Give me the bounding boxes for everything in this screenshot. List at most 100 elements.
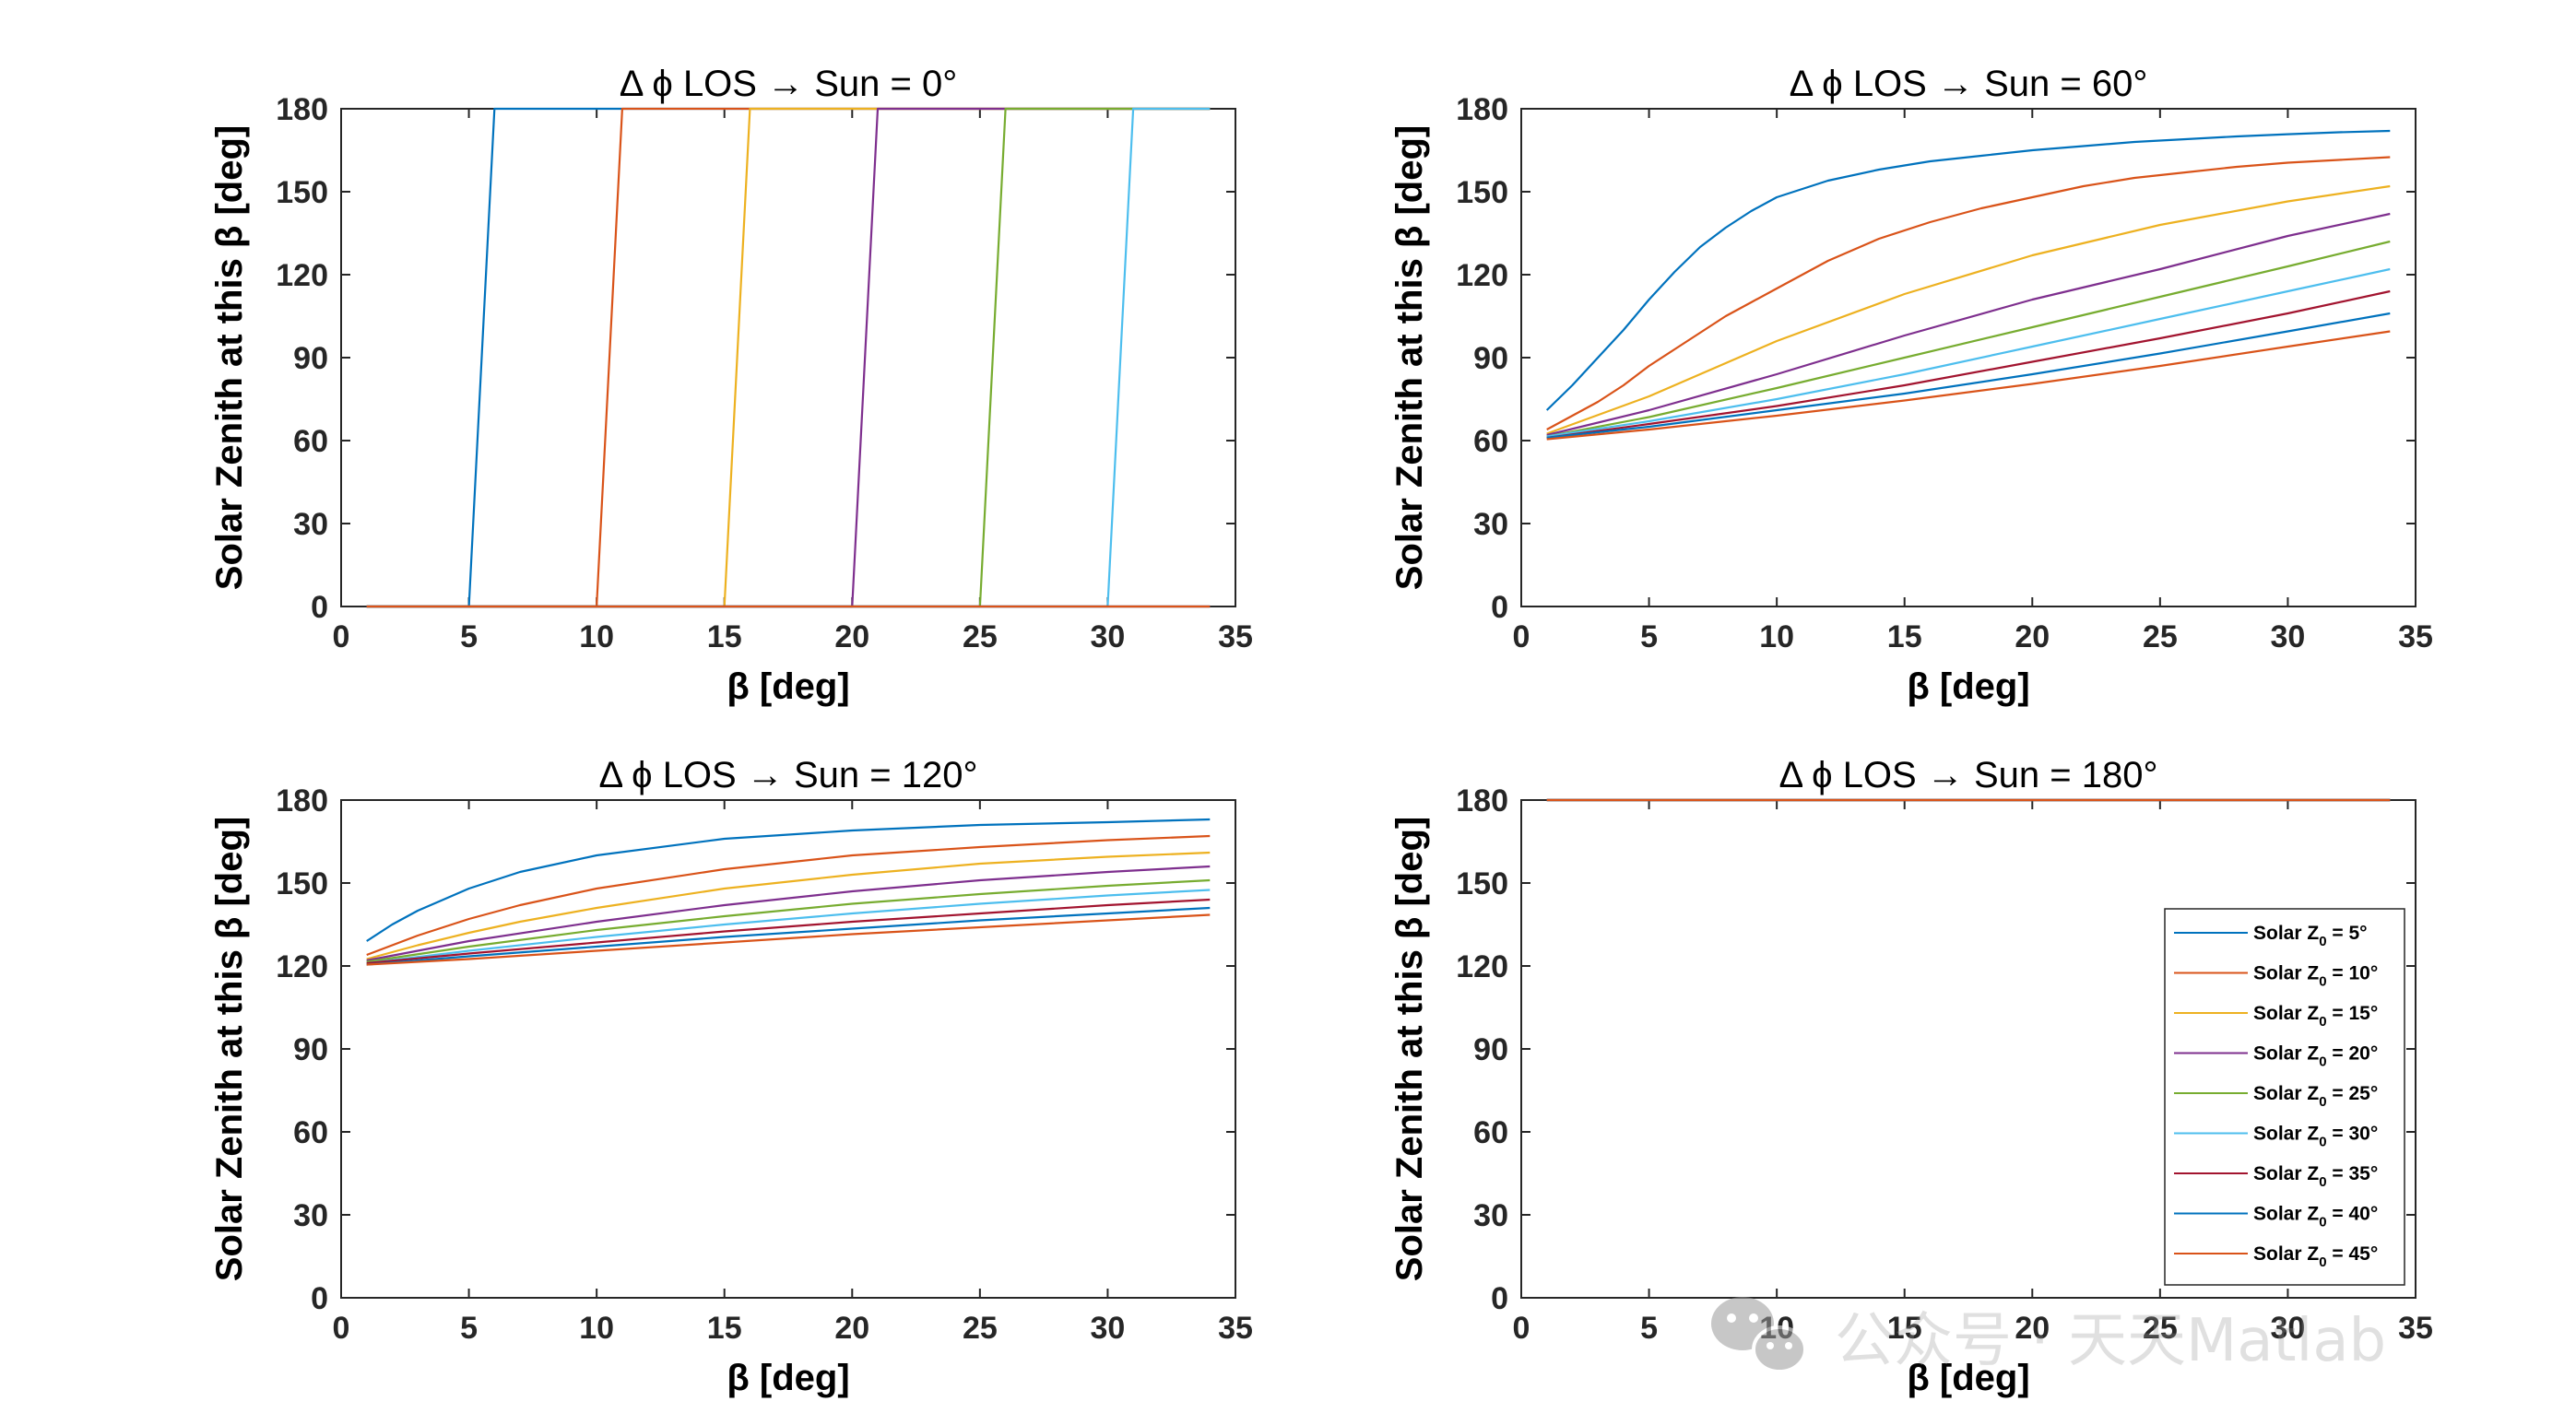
x-tick-label: 5 — [1640, 619, 1658, 654]
series-line-z0-40 — [1546, 312, 2391, 440]
series-line-z0-20 — [366, 865, 1211, 962]
subplot-1: 0 5 10 15 20 25 30 35 0 30 60 90 120 150 180 Δ ϕ LOS → … — [209, 64, 1253, 707]
y-tick-label: 90 — [293, 341, 328, 376]
legend-label: Solar Z0 = 10° — [2253, 963, 2378, 990]
x-axis-label: β [deg] — [727, 1358, 849, 1398]
x-axis-label: β [deg] — [1907, 666, 2029, 707]
x-tick-label: 30 — [2271, 1311, 2306, 1346]
x-tick-label: 30 — [1091, 619, 1126, 654]
y-tick-label: 60 — [1473, 424, 1508, 459]
subplot-title: Δ ϕ LOS → Sun = 0° — [620, 64, 957, 104]
x-tick-label: 15 — [1887, 1311, 1922, 1346]
watermark-text: 公众号 · 天天Matlab — [1835, 1307, 2386, 1375]
y-axis-label: Solar Zenith at this β [deg] — [209, 125, 250, 590]
y-tick-label: 150 — [276, 175, 328, 210]
x-tick-label: 10 — [579, 1311, 614, 1346]
legend-label: Solar Z0 = 15° — [2253, 1003, 2378, 1030]
y-tick-label: 30 — [293, 507, 328, 542]
x-tick-label: 20 — [834, 1311, 869, 1346]
y-tick-label: 0 — [311, 590, 328, 625]
y-axis-label: Solar Zenith at this β [deg] — [209, 817, 250, 1281]
plot-area — [340, 799, 1236, 1299]
legend: Solar Z0 = 5° Solar Z0 = 10° Solar Z0 = 15… — [2164, 908, 2405, 1286]
subplot-title: Δ ϕ LOS → Sun = 60° — [1790, 64, 2148, 104]
x-tick-label: 20 — [2015, 619, 2050, 654]
y-tick-label: 120 — [276, 949, 328, 984]
series-line-z0-40 — [366, 906, 1211, 966]
x-tick-label: 20 — [834, 619, 869, 654]
y-tick-label: 0 — [1491, 1281, 1508, 1316]
series-line-z0-15 — [366, 851, 1211, 960]
plot-area — [1520, 108, 2416, 607]
y-tick-label: 0 — [311, 1281, 328, 1316]
series-line-z0-5 — [1545, 129, 2391, 411]
y-tick-label: 120 — [276, 258, 328, 293]
y-tick-label: 150 — [1456, 175, 1508, 210]
y-tick-label: 90 — [1473, 1032, 1508, 1067]
y-tick-label: 30 — [293, 1198, 328, 1233]
series-line-z0-10 — [366, 834, 1211, 957]
series-line-z0-25 — [1546, 240, 2391, 438]
y-tick-label: 180 — [276, 92, 328, 127]
legend-box — [2164, 908, 2405, 1286]
x-tick-label: 5 — [460, 619, 478, 654]
y-tick-label: 180 — [276, 783, 328, 818]
subplot-2: 0 5 10 15 20 25 30 35 0 30 60 90 120 150 180 Δ ϕ LOS → … — [1389, 64, 2433, 707]
x-axis-label: β [deg] — [1907, 1358, 2029, 1398]
legend-label: Solar Z0 = 40° — [2253, 1204, 2378, 1231]
x-tick-label: 30 — [2271, 619, 2306, 654]
x-tick-label: 10 — [579, 619, 614, 654]
y-tick-label: 30 — [1473, 1198, 1508, 1233]
series-line-z0-5 — [366, 818, 1211, 942]
series-line-z0-35 — [366, 898, 1211, 965]
x-tick-label: 15 — [707, 619, 742, 654]
y-tick-label: 150 — [1456, 866, 1508, 901]
series-line-z0-10 — [1546, 156, 2391, 430]
y-tick-label: 120 — [1456, 949, 1508, 984]
y-tick-label: 180 — [1456, 783, 1508, 818]
series-line-z0-20 — [1546, 212, 2391, 437]
y-tick-label: 30 — [1473, 507, 1508, 542]
x-tick-label: 15 — [707, 1311, 742, 1346]
legend-label: Solar Z0 = 25° — [2253, 1083, 2378, 1110]
x-tick-label: 0 — [333, 619, 350, 654]
y-tick-label: 90 — [1473, 341, 1508, 376]
x-tick-label: 25 — [963, 1311, 998, 1346]
x-tick-label: 25 — [2143, 619, 2178, 654]
x-tick-label: 15 — [1887, 619, 1922, 654]
series-line-z0-30 — [1546, 267, 2391, 438]
series-line-z0-45 — [366, 913, 1211, 966]
y-tick-label: 60 — [293, 1115, 328, 1150]
x-tick-label: 35 — [2398, 619, 2433, 654]
legend-label: Solar Z0 = 45° — [2253, 1243, 2378, 1270]
x-tick-label: 0 — [333, 1311, 350, 1346]
series-line-z0-45 — [1546, 330, 2391, 441]
y-tick-label: 0 — [1491, 590, 1508, 625]
series-line-z0-30 — [366, 889, 1211, 965]
x-tick-label: 10 — [1759, 619, 1794, 654]
x-tick-label: 35 — [2398, 1311, 2433, 1346]
x-tick-label: 35 — [1218, 1311, 1253, 1346]
subplot-title: Δ ϕ LOS → Sun = 180° — [1779, 755, 2158, 795]
x-tick-label: 5 — [460, 1311, 478, 1346]
series-line-z0-35 — [1546, 289, 2391, 440]
x-axis-label: β [deg] — [727, 666, 849, 707]
watermark: 公众号 · 天天Matlab — [1711, 1297, 2386, 1375]
series-line-z0-25 — [366, 878, 1211, 963]
x-tick-label: 0 — [1513, 619, 1530, 654]
wechat-icon — [1711, 1297, 1807, 1373]
x-tick-label: 0 — [1513, 1311, 1530, 1346]
x-tick-label: 35 — [1218, 619, 1253, 654]
x-tick-label: 30 — [1091, 1311, 1126, 1346]
subplot-title: Δ ϕ LOS → Sun = 120° — [599, 755, 978, 795]
legend-label: Solar Z0 = 5° — [2253, 923, 2368, 949]
y-axis-label: Solar Zenith at this β [deg] — [1389, 125, 1430, 590]
plot-area — [340, 108, 1236, 607]
y-tick-label: 60 — [1473, 1115, 1508, 1150]
x-tick-label: 25 — [963, 619, 998, 654]
subplot-3: 0 5 10 15 20 25 30 35 0 30 60 90 120 150 180 Δ ϕ LOS → … — [209, 755, 1253, 1398]
y-tick-label: 150 — [276, 866, 328, 901]
y-tick-label: 60 — [293, 424, 328, 459]
series-line-z0-15 — [1546, 184, 2391, 435]
